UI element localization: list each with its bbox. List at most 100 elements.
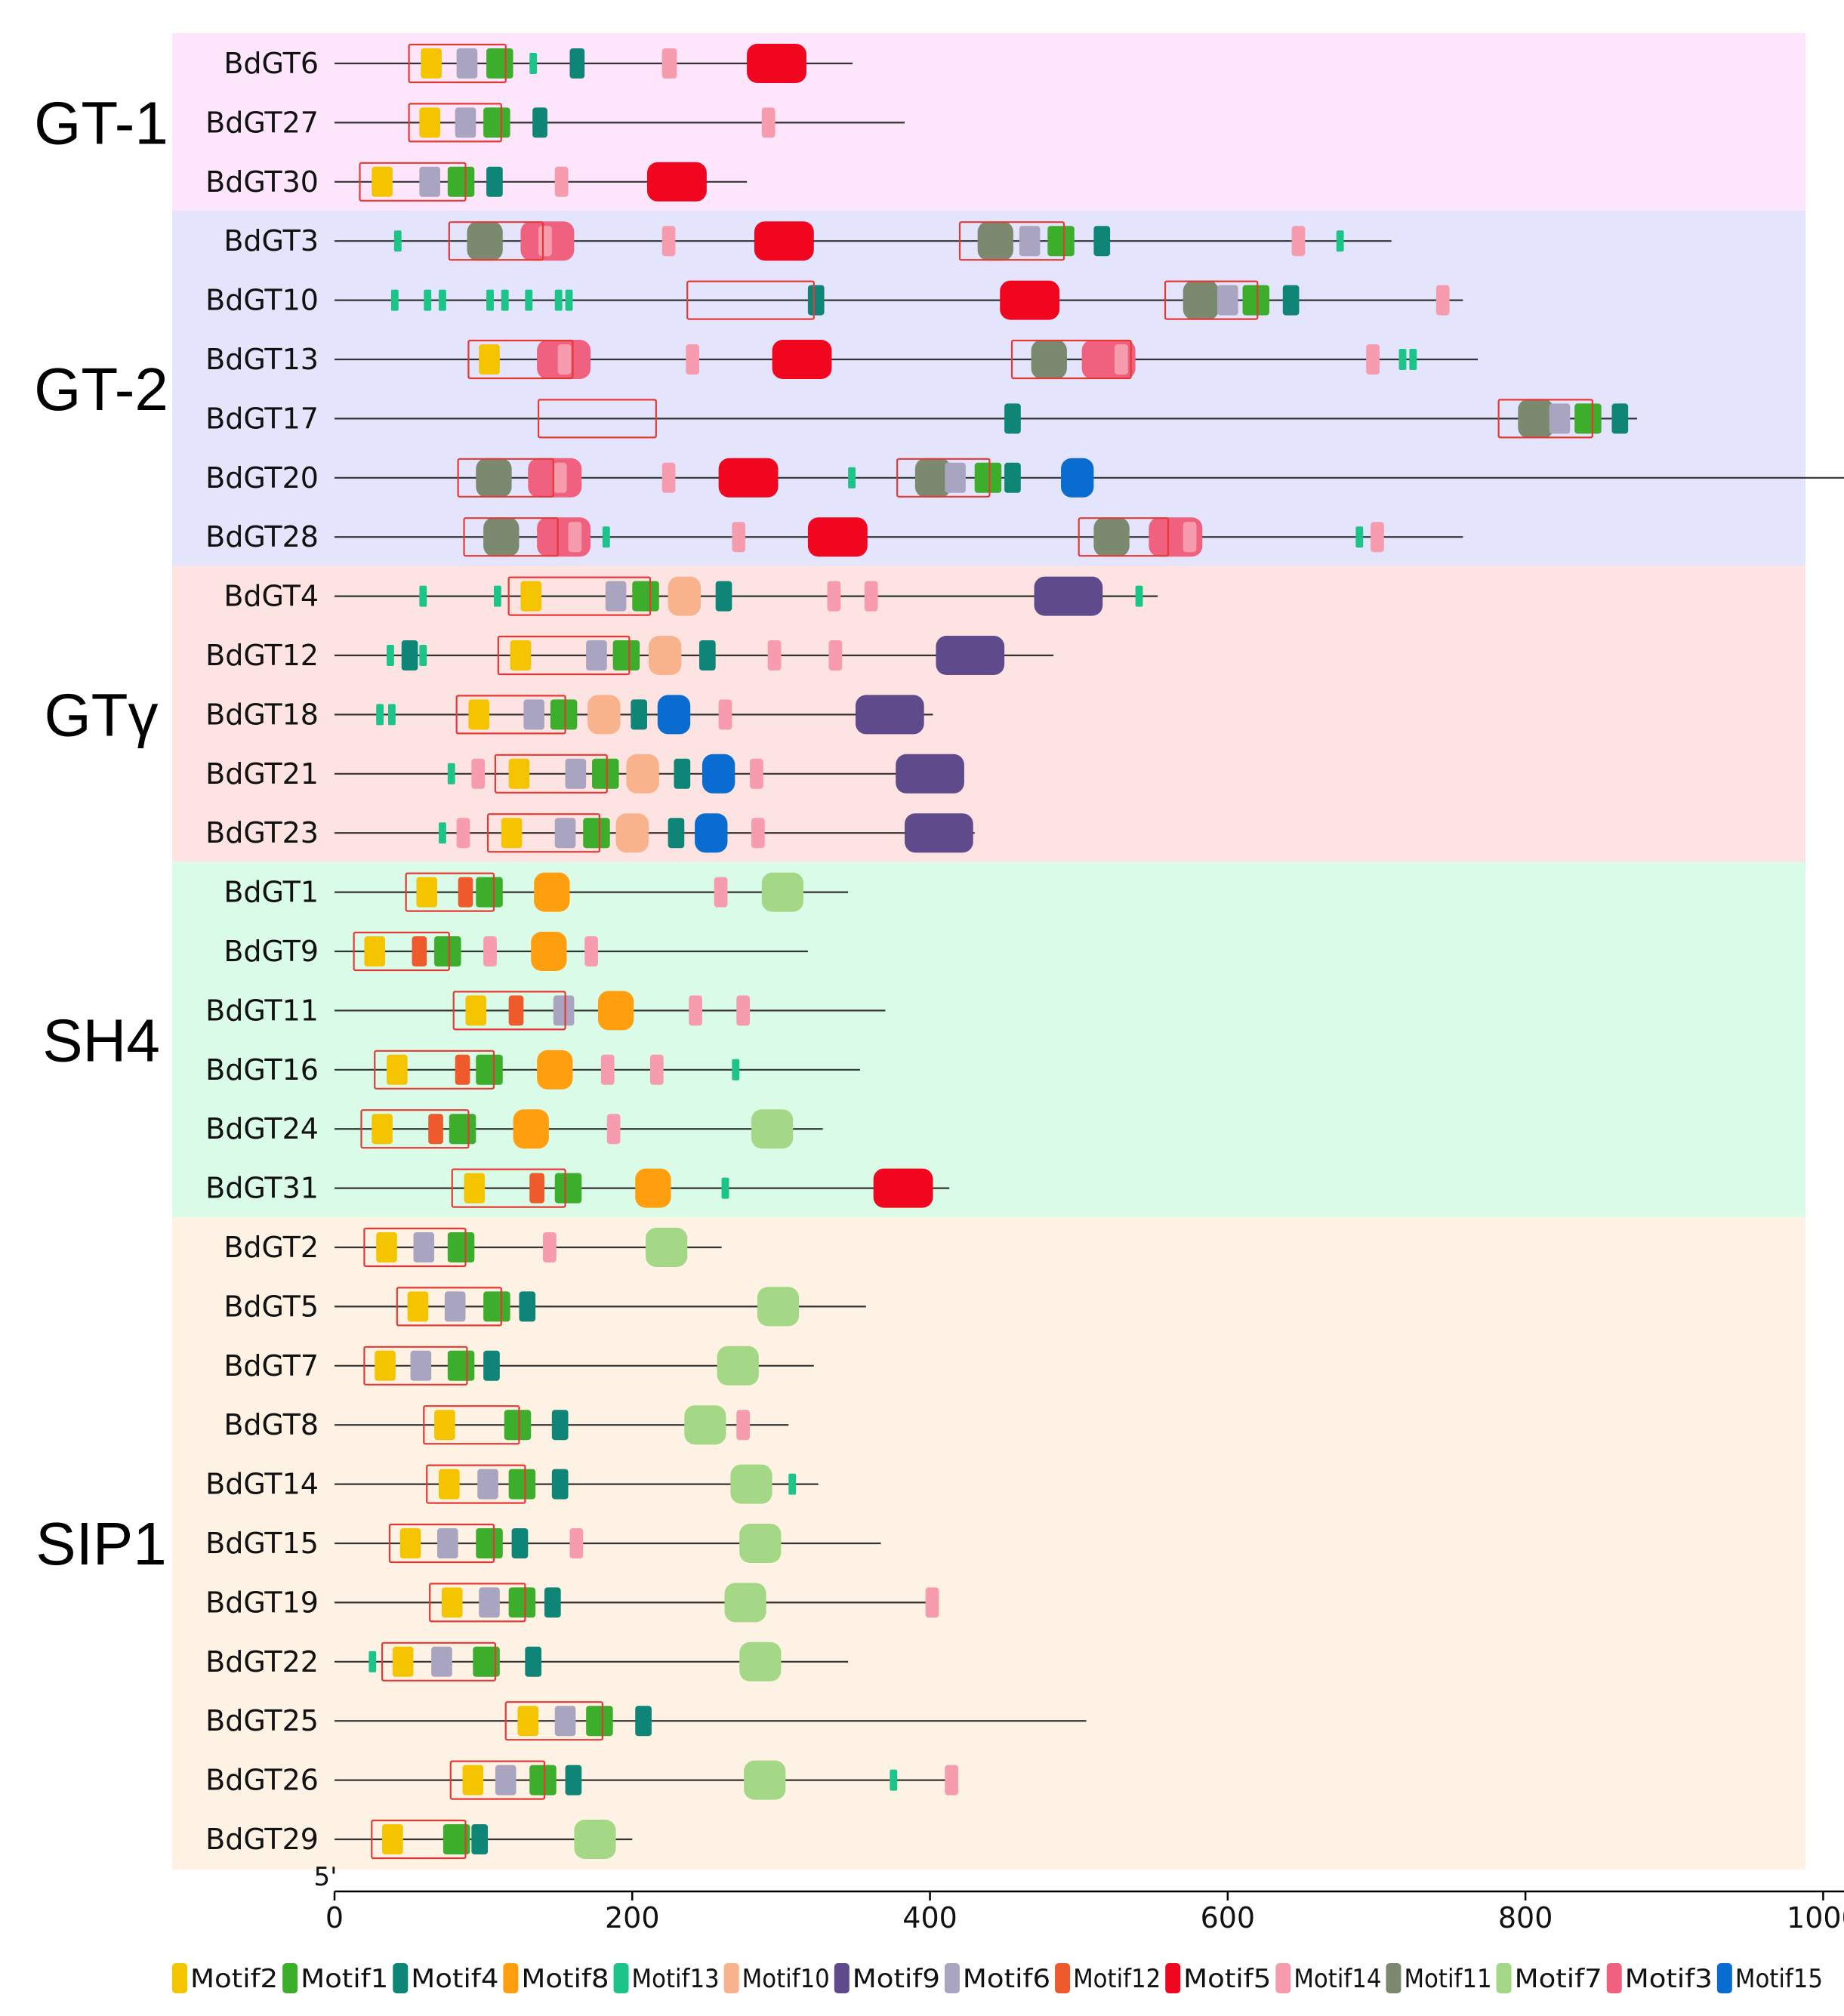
conserved-domain-box (405, 872, 495, 912)
gene-label: BdGT12 (205, 639, 319, 672)
legend-label: Motif11 (1404, 1964, 1491, 1994)
motif-box-motif1 (583, 818, 610, 849)
motif-box-motif14 (945, 1765, 959, 1796)
motif-box-motif15 (702, 754, 735, 794)
motif-box-motif10 (626, 754, 659, 794)
x-axis: 02004006008001000120014005'3' (314, 1862, 1844, 1934)
motif-box-motif4 (635, 1706, 652, 1737)
legend-label: Motif8 (521, 1964, 609, 1994)
motif-box-motif1 (592, 758, 619, 789)
motif-box-motif2 (372, 166, 393, 197)
motif-box-motif9 (896, 754, 964, 794)
gene-row: BdGT5 (224, 1287, 866, 1327)
motif-box-motif12 (508, 995, 524, 1026)
motif-box-motif14 (767, 640, 782, 670)
gene-label: BdGT9 (224, 935, 319, 968)
motif-box-motif13 (890, 1769, 898, 1791)
gene-row: BdGT23 (205, 813, 975, 853)
gene-row: BdGT4 (224, 576, 1158, 616)
legend: Motif2 Motif1 Motif4 Motif8 Motif13 Motif10 Mo… (172, 1963, 1823, 1994)
legend-item: Motif13 (613, 1963, 720, 1994)
gene-rows: BdGT6 BdGT27 BdGT30 BdGT3 BdGT10 BdGT13 BdGT17… (205, 43, 1844, 1860)
motif-box-motif1 (449, 1114, 476, 1145)
motif-box-motif13 (424, 289, 432, 311)
gene-row: BdGT8 (224, 1405, 789, 1445)
conserved-domain-box (958, 221, 1065, 261)
gene-label: BdGT28 (205, 520, 319, 553)
motif-box-motif10 (668, 576, 701, 616)
motif-box-motif14 (751, 818, 765, 849)
motif-box-motif2 (468, 699, 490, 730)
motif-box-motif8 (534, 872, 570, 912)
motif-box-motif5 (772, 340, 832, 379)
legend-swatch-motif11 (1386, 1963, 1402, 1993)
motif-box-motif1 (504, 1410, 532, 1441)
conserved-domain-box (507, 576, 652, 616)
conserved-domain-box (363, 1227, 467, 1268)
motif-box-motif4 (471, 1824, 489, 1854)
legend-swatch-motif15 (1716, 1963, 1732, 1993)
motif-box-motif5 (754, 221, 814, 261)
motif-box-motif1 (529, 1765, 557, 1796)
motif-box-motif4 (551, 1469, 569, 1500)
motif-box-motif2 (479, 344, 500, 375)
motif-box-motif6 (456, 48, 478, 79)
motif-box-motif2 (407, 1291, 429, 1322)
gene-row: BdGT28 (205, 517, 1463, 557)
motif-box-motif1 (447, 1232, 475, 1262)
motif-box-motif5 (646, 162, 707, 202)
motif-box-motif8 (635, 1168, 671, 1208)
conserved-domain-box (449, 1760, 546, 1800)
legend-swatch-motif1 (282, 1963, 298, 1993)
motif-box-motif15 (695, 813, 728, 853)
conserved-domain-box (486, 813, 601, 853)
gene-label: BdGT26 (205, 1764, 319, 1797)
motif-box-motif11 (467, 221, 503, 261)
motif-box-motif14 (686, 344, 699, 375)
motif-box-motif6 (1217, 285, 1238, 316)
conserved-domain-box (353, 931, 450, 972)
conserved-domain-box (408, 43, 507, 84)
motif-box-motif1 (447, 166, 475, 197)
motif-box-motif1 (447, 1350, 475, 1381)
motif-box-motif13 (1336, 230, 1344, 252)
motif-box-motif2 (372, 1114, 393, 1145)
gene-label: BdGT16 (205, 1053, 319, 1087)
gene-label: BdGT22 (205, 1645, 319, 1678)
gene-label: BdGT25 (205, 1704, 319, 1737)
gene-label: BdGT19 (205, 1586, 319, 1619)
legend-item: Motif8 (503, 1963, 609, 1994)
legend-label: Motif12 (1073, 1964, 1161, 1994)
motif-box-motif9 (1034, 576, 1103, 616)
legend-swatch-motif3 (1606, 1963, 1622, 1993)
gene-label: BdGT23 (205, 816, 319, 849)
motif-box-motif11 (1518, 399, 1554, 439)
legend-swatch-motif13 (613, 1963, 629, 1993)
motif-box-motif1 (434, 936, 461, 966)
motif-box-motif1 (1242, 285, 1270, 316)
gene-row: BdGT3 (224, 221, 1392, 261)
conserved-domain-box (467, 339, 574, 380)
conserved-domain-box (423, 1405, 520, 1445)
motif-box-motif2 (501, 818, 523, 849)
gene-row: BdGT30 (205, 162, 748, 202)
motif-box-motif6 (477, 1469, 498, 1500)
conserved-domain-box (494, 754, 608, 794)
motif-box-motif6 (586, 640, 607, 670)
gene-row: BdGT27 (205, 103, 905, 143)
motif-box-motif1 (632, 581, 659, 612)
motif-box-motif6 (945, 462, 966, 493)
motif-box-motif2 (464, 1173, 486, 1204)
motif-box-motif4 (483, 1350, 500, 1381)
motif-box-motif4 (1004, 403, 1021, 434)
group-label: GT-2 (34, 356, 168, 423)
conserved-domain-box (408, 103, 502, 143)
motif-box-motif14 (661, 226, 676, 257)
motif-box-motif6 (437, 1528, 458, 1558)
gene-row: BdGT7 (224, 1346, 814, 1386)
motif-box-motif7 (717, 1346, 759, 1386)
conserved-domain-box (1078, 517, 1170, 557)
motif-box-motif8 (537, 1050, 573, 1090)
tick-label: 0 (325, 1901, 344, 1934)
motif-box-motif2 (517, 1706, 539, 1737)
